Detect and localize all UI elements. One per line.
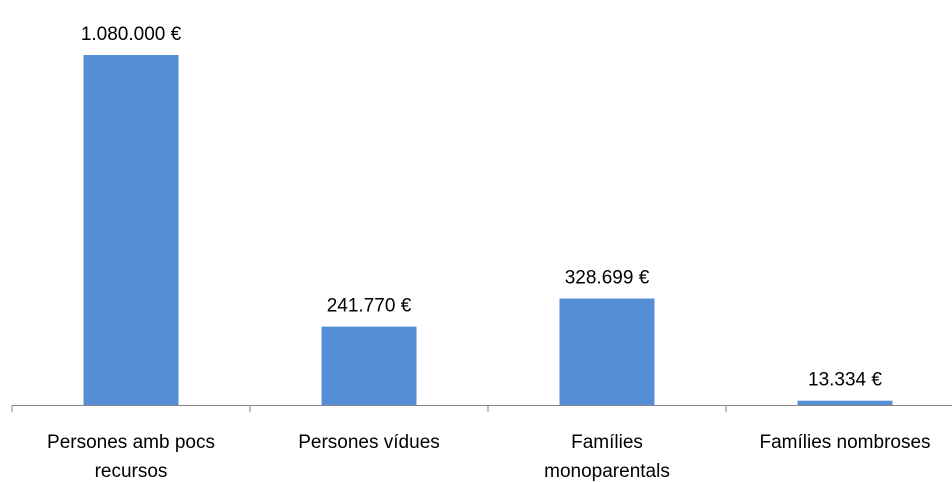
bar-value-label: 241.770 € — [327, 296, 412, 317]
x-tick-label-line: Famílies nombroses — [759, 432, 930, 453]
x-tick-label: Famílies monoparentals — [544, 432, 670, 482]
x-tick-label: Persones vídues — [298, 432, 440, 453]
bar-value-label: 328.699 € — [565, 268, 650, 289]
bar-value-label: 13.334 € — [808, 370, 882, 391]
bar — [321, 326, 417, 405]
x-tick-label: Famílies nombroses — [759, 432, 930, 453]
x-tick-label: Persones amb pocs recursos — [47, 432, 215, 482]
x-tick-label-line: Persones amb pocs — [47, 432, 215, 453]
x-tick-labels-layer: Persones amb pocs recursos Persones vídues… — [47, 432, 930, 482]
data-labels-layer: 1.080.000 € 241.770 € 328.699 € 13.334 € — [81, 24, 883, 391]
x-tick-label-line: Persones vídues — [298, 432, 440, 453]
bars-layer — [83, 55, 893, 405]
x-tick-label-line: Famílies — [571, 432, 643, 453]
bar-value-label: 1.080.000 € — [81, 24, 182, 45]
bar — [83, 55, 179, 405]
x-axis — [11, 405, 952, 412]
x-tick-label-line: monoparentals — [544, 461, 670, 482]
bar — [559, 298, 655, 405]
bar — [797, 400, 893, 405]
x-tick-label-line: recursos — [95, 461, 168, 482]
